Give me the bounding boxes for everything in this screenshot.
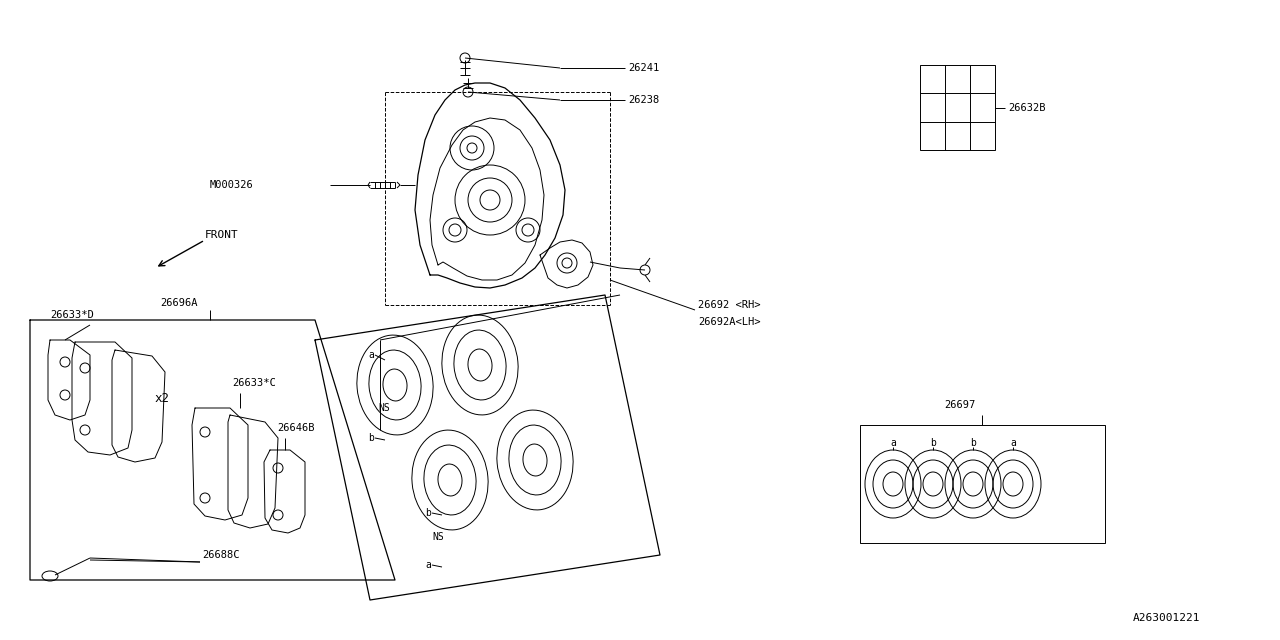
Text: b: b [369, 433, 374, 443]
Text: a: a [890, 438, 896, 448]
Text: 26632B: 26632B [1009, 103, 1046, 113]
Text: A263001221: A263001221 [1133, 613, 1201, 623]
Text: 26697: 26697 [945, 400, 975, 410]
Text: FRONT: FRONT [205, 230, 239, 240]
Text: 26692 <RH>: 26692 <RH> [698, 300, 760, 310]
Bar [860, 425, 1105, 543]
Text: x2: x2 [155, 392, 170, 404]
Text: 26696A: 26696A [160, 298, 197, 308]
Text: 26633*C: 26633*C [232, 378, 275, 388]
Text: 26646B: 26646B [276, 423, 315, 433]
Text: M000326: M000326 [210, 180, 253, 190]
Text: 26633*D: 26633*D [50, 310, 93, 320]
Text: b: b [931, 438, 936, 448]
Text: 26692A<LH>: 26692A<LH> [698, 317, 760, 327]
Text: 26688C: 26688C [202, 550, 239, 560]
Text: 26241: 26241 [628, 63, 659, 73]
Text: 26238: 26238 [628, 95, 659, 105]
Bar [920, 65, 995, 150]
Text: NS: NS [433, 532, 444, 542]
Text: a: a [1010, 438, 1016, 448]
Text: a: a [369, 350, 374, 360]
Text: b: b [970, 438, 975, 448]
Text: a: a [425, 560, 431, 570]
Text: b: b [425, 508, 431, 518]
Text: NS: NS [378, 403, 389, 413]
